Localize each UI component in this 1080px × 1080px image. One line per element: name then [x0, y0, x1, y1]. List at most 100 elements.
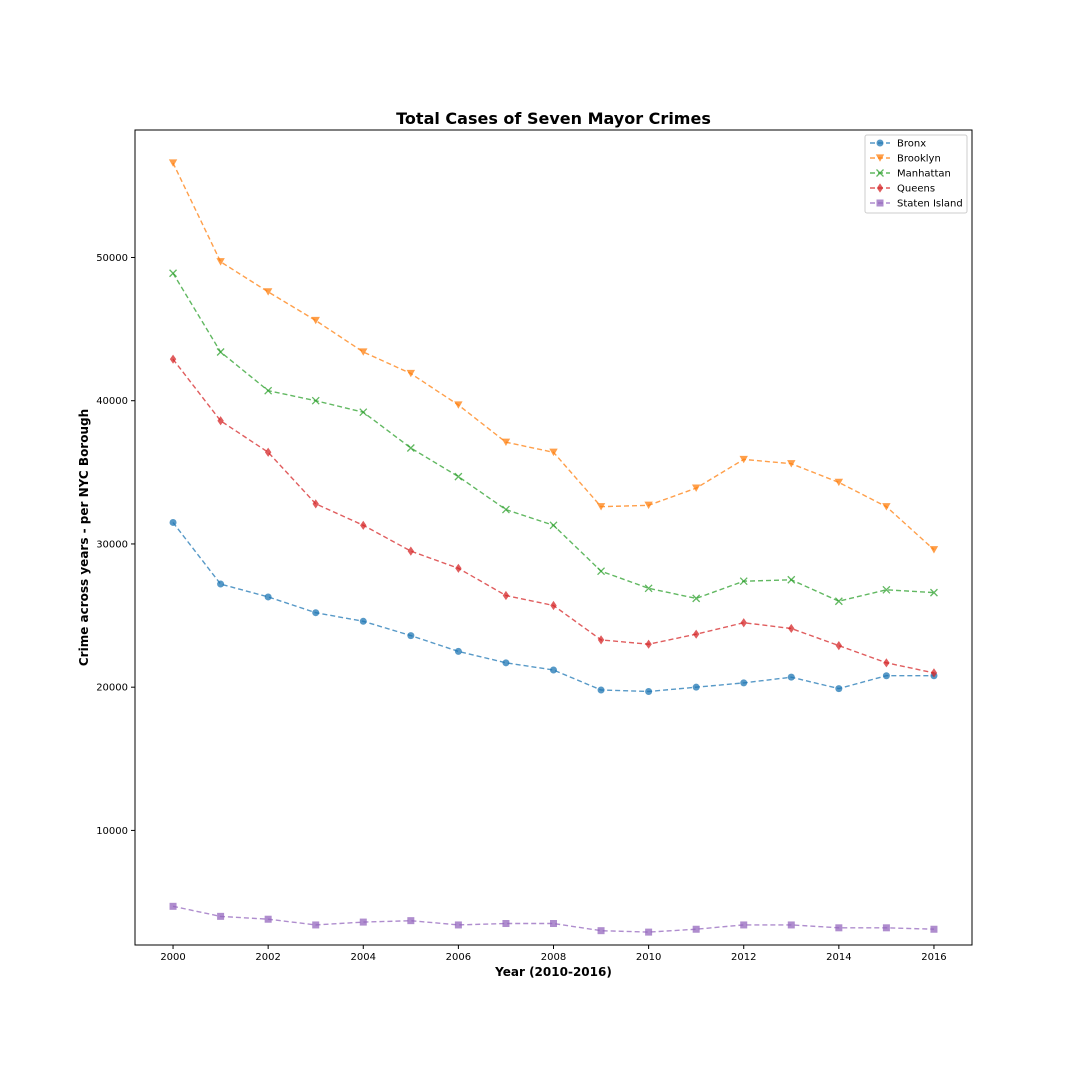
data-point-manhattan: [359, 408, 368, 417]
y-tick-label: 50000: [96, 253, 128, 264]
data-point-queens: [930, 668, 938, 678]
data-point-manhattan: [739, 577, 748, 586]
data-point-bronx: [835, 685, 843, 693]
legend-label-manhattan: Manhattan: [897, 169, 951, 180]
x-tick-label: 2006: [446, 952, 471, 963]
y-tick-label: 40000: [96, 396, 128, 407]
series-staten-island: [169, 902, 938, 936]
data-point-brooklyn: [406, 369, 416, 378]
data-point-bronx: [264, 593, 272, 601]
y-tick-label: 20000: [96, 683, 128, 694]
data-point-queens: [692, 629, 700, 639]
chart-title: Total Cases of Seven Mayor Crimes: [396, 109, 711, 128]
y-tick-label: 30000: [96, 539, 128, 550]
data-point-manhattan: [454, 472, 463, 481]
data-point-staten-island: [550, 920, 557, 928]
data-point-brooklyn: [216, 258, 225, 266]
data-point-staten-island: [407, 917, 415, 925]
data-point-bronx: [502, 659, 510, 667]
x-tick-label: 2000: [160, 952, 185, 963]
data-point-queens: [597, 635, 605, 645]
x-tick-label: 2002: [255, 952, 280, 963]
series-line-staten-island: [172, 905, 935, 933]
data-point-brooklyn: [549, 448, 558, 457]
data-point-manhattan: [169, 269, 178, 278]
x-tick-label: 2004: [351, 952, 376, 963]
data-point-manhattan: [787, 575, 796, 584]
data-point-staten-island: [882, 924, 890, 932]
data-point-manhattan: [549, 521, 558, 530]
data-point-queens: [835, 641, 843, 651]
x-axis: 2000 2002 2004 2006 2008 2010 2012 2014 2016: [160, 945, 947, 963]
x-tick-label: 2014: [826, 952, 851, 963]
data-point-manhattan: [406, 444, 415, 452]
series-layer: [168, 159, 939, 936]
y-axis: 10000 20000 30000 40000 50000: [96, 253, 135, 837]
y-tick-label: 10000: [96, 826, 128, 837]
series-bronx: [169, 518, 938, 695]
data-point-queens: [788, 623, 795, 634]
data-point-manhattan: [501, 505, 510, 514]
data-point-bronx: [645, 687, 653, 695]
data-point-brooklyn: [168, 159, 178, 167]
x-tick-label: 2016: [921, 952, 946, 963]
data-point-manhattan: [597, 567, 606, 576]
data-point-queens: [217, 416, 224, 426]
data-point-bronx: [740, 679, 748, 687]
series-queens: [169, 354, 938, 678]
legend-label-staten-island: Staten Island: [897, 199, 963, 210]
legend-label-brooklyn: Brooklyn: [897, 154, 941, 165]
legend-marker-manhattan: [876, 169, 884, 177]
data-point-staten-island: [740, 921, 748, 929]
data-point-staten-island: [692, 925, 700, 933]
data-point-staten-island: [312, 921, 320, 929]
data-point-staten-island: [502, 920, 510, 928]
data-point-staten-island: [930, 925, 938, 933]
data-point-staten-island: [169, 902, 177, 910]
data-point-brooklyn: [834, 478, 844, 487]
data-point-bronx: [692, 683, 700, 691]
data-point-bronx: [550, 666, 557, 674]
series-brooklyn: [168, 159, 939, 554]
data-point-queens: [360, 520, 367, 530]
data-point-manhattan: [644, 584, 653, 593]
data-point-brooklyn: [596, 503, 606, 511]
data-point-bronx: [597, 686, 605, 694]
x-axis-label: Year (2010-2016): [494, 965, 612, 979]
data-point-brooklyn: [691, 484, 701, 492]
data-point-bronx: [359, 617, 367, 625]
data-point-bronx: [882, 672, 890, 680]
data-point-queens: [502, 590, 510, 601]
data-point-queens: [169, 354, 177, 364]
data-point-staten-island: [217, 912, 225, 920]
data-point-bronx: [312, 609, 320, 617]
data-point-staten-island: [597, 927, 605, 935]
data-point-bronx: [217, 580, 225, 588]
data-point-manhattan: [929, 588, 938, 597]
series-line-bronx: [172, 522, 934, 693]
data-point-brooklyn: [359, 348, 368, 356]
x-tick-label: 2010: [636, 952, 661, 963]
data-point-brooklyn: [644, 501, 653, 510]
x-tick-label: 2008: [541, 952, 566, 963]
x-tick-label: 2012: [731, 952, 756, 963]
legend-label-queens: Queens: [897, 184, 935, 195]
data-point-staten-island: [454, 921, 462, 929]
data-point-queens: [455, 563, 462, 573]
legend-label-bronx: Bronx: [897, 139, 926, 150]
data-point-brooklyn: [739, 455, 748, 464]
data-point-bronx: [787, 673, 795, 681]
data-point-staten-island: [359, 918, 367, 926]
data-point-brooklyn: [929, 546, 939, 554]
data-point-queens: [312, 499, 319, 509]
legend-marker-bronx: [876, 139, 884, 147]
data-point-queens: [740, 618, 747, 628]
data-point-staten-island: [645, 928, 653, 936]
y-axis-label: Crime across years - per NYC Borough: [77, 409, 91, 666]
series-manhattan: [169, 269, 938, 606]
data-point-manhattan: [692, 594, 701, 603]
data-point-manhattan: [264, 386, 273, 395]
data-point-brooklyn: [501, 438, 511, 447]
data-point-manhattan: [834, 597, 843, 606]
